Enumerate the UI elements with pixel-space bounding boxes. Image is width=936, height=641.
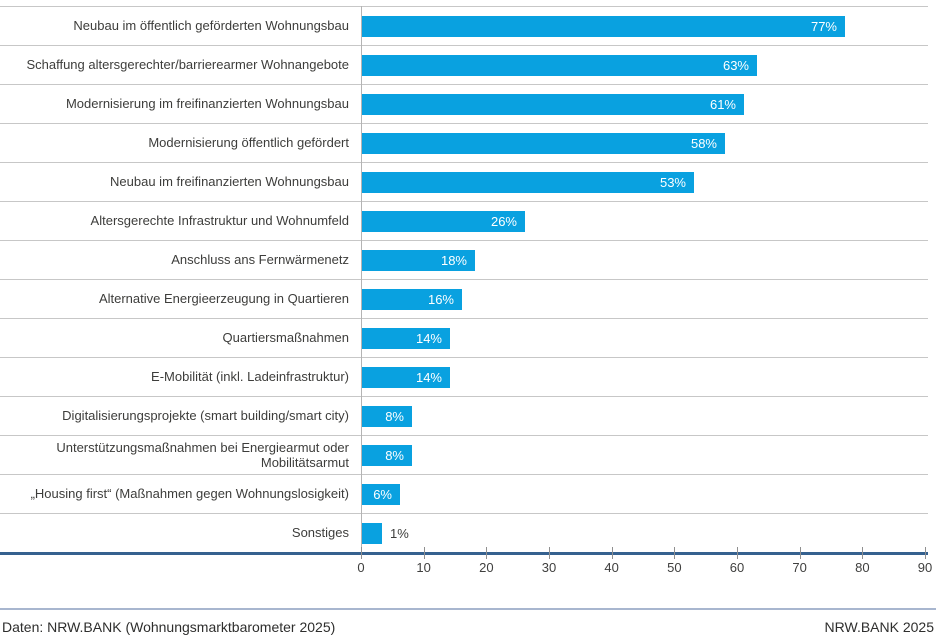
bar: [362, 523, 382, 544]
chart-row: Modernisierung öffentlich gefördert 58%: [0, 123, 928, 162]
bar: 61%: [362, 94, 744, 115]
brand-text: NRW.BANK 2025: [824, 619, 934, 635]
category-label: Neubau im freifinanzierten Wohnungsbau: [110, 174, 349, 190]
category-label: Altersgerechte Infrastruktur und Wohnumf…: [90, 213, 349, 229]
category-label: Alternative Energieerzeugung in Quartier…: [98, 291, 349, 307]
category-label: Sonstiges: [291, 525, 349, 541]
value-label: 18%: [440, 253, 467, 268]
chart-row: Digitalisierungsprojekte (smart building…: [0, 396, 928, 435]
axis-tick-label: 60: [729, 560, 745, 575]
value-label: 77%: [810, 19, 837, 34]
axis-tick-label: 40: [604, 560, 619, 575]
bar-track: 26%: [361, 202, 928, 240]
chart-row: „Housing first“ (Maßnahmen gegen Wohnung…: [0, 474, 928, 513]
chart-row: Unterstützungsmaßnahmen bei Energiearmut…: [0, 435, 928, 474]
chart-row: Quartiersmaßnahmen 14%: [0, 318, 928, 357]
bar-track: 18%: [361, 241, 928, 279]
category-label: Quartiersmaßnahmen: [222, 330, 349, 346]
data-source-text: Daten: NRW.BANK (Wohnungsmarktbarometer …: [2, 619, 336, 635]
chart-row: Neubau im freifinanzierten Wohnungsbau 53…: [0, 162, 928, 201]
bar: 6%: [362, 484, 400, 505]
axis-tick: [925, 547, 926, 559]
axis-tick: [799, 547, 801, 559]
axis-tick: [862, 547, 864, 559]
category-label: Neubau im öffentlich geförderten Wohnung…: [73, 18, 349, 34]
bar: 58%: [362, 133, 725, 154]
bar: 14%: [362, 328, 450, 349]
x-axis: 0 10 20 30 40 50 60 70 80 90: [0, 547, 932, 581]
chart-row: Schaffung altersgerechter/barrierearmer …: [0, 45, 928, 84]
bar-track: 63%: [361, 46, 928, 84]
bar: 18%: [362, 250, 475, 271]
value-label: 26%: [490, 214, 517, 229]
footer: Daten: NRW.BANK (Wohnungsmarktbarometer …: [0, 619, 936, 635]
bar: 26%: [362, 211, 525, 232]
chart-row: Sonstiges 1%: [0, 513, 928, 552]
axis-tick-label: 90: [917, 560, 933, 575]
chart-row: E-Mobilität (inkl. Ladeinfrastruktur) 14%: [0, 357, 928, 396]
footer-divider: [0, 608, 936, 610]
chart-row: Altersgerechte Infrastruktur und Wohnumf…: [0, 201, 928, 240]
bar-track: 58%: [361, 124, 928, 162]
value-label: 16%: [427, 292, 454, 307]
value-label: 8%: [385, 448, 404, 463]
axis-tick-label: 30: [541, 560, 557, 575]
bar: 16%: [362, 289, 462, 310]
category-label: Schaffung altersgerechter/barrierearmer …: [26, 57, 349, 73]
axis-tick: [486, 547, 488, 559]
value-label: 8%: [385, 409, 404, 424]
bar-track: 1%: [361, 514, 928, 552]
bar: 14%: [362, 367, 450, 388]
axis-tick-label: 10: [416, 560, 431, 575]
axis-tick-label: 0: [357, 560, 365, 575]
bar: 63%: [362, 55, 757, 76]
axis-tick: [674, 547, 676, 559]
category-label: Modernisierung öffentlich gefördert: [148, 135, 349, 151]
axis-tick-label: 80: [855, 560, 870, 575]
bar: 8%: [362, 445, 412, 466]
category-label: „Housing first“ (Maßnahmen gegen Wohnung…: [30, 486, 349, 502]
value-label: 1%: [390, 526, 409, 541]
chart-row: Neubau im öffentlich geförderten Wohnung…: [0, 6, 928, 45]
value-label: 6%: [373, 487, 392, 502]
x-axis-line: [0, 552, 928, 555]
zero-axis-line: [361, 6, 362, 552]
axis-tick: [549, 547, 550, 559]
axis-tick-label: 50: [667, 560, 682, 575]
bar-track: 16%: [361, 280, 928, 318]
category-label: Anschluss ans Fernwärmenetz: [171, 252, 349, 268]
bar-chart: Neubau im öffentlich geförderten Wohnung…: [0, 6, 928, 552]
axis-tick-label: 70: [792, 560, 807, 575]
bar: 77%: [362, 16, 845, 37]
axis-tick: [423, 547, 425, 559]
axis-tick-label: 20: [479, 560, 494, 575]
category-label: Modernisierung im freifinanzierten Wohnu…: [65, 96, 349, 112]
bar-track: 14%: [361, 358, 928, 396]
value-label: 14%: [415, 370, 442, 385]
value-label: 61%: [709, 97, 736, 112]
chart-row: Anschluss ans Fernwärmenetz 18%: [0, 240, 928, 279]
value-label: 14%: [415, 331, 442, 346]
value-label: 63%: [722, 58, 749, 73]
bar-track: 14%: [361, 319, 928, 357]
axis-tick: [611, 547, 613, 559]
axis-tick: [737, 547, 738, 559]
axis-tick: [361, 547, 362, 559]
bar-track: 61%: [361, 85, 928, 123]
chart-row: Alternative Energieerzeugung in Quartier…: [0, 279, 928, 318]
category-label: E-Mobilität (inkl. Ladeinfrastruktur): [151, 369, 349, 385]
bar-track: 77%: [361, 7, 928, 45]
value-label: 53%: [659, 175, 686, 190]
chart-row: Modernisierung im freifinanzierten Wohnu…: [0, 84, 928, 123]
bar-track: 8%: [361, 436, 928, 474]
bar-track: 53%: [361, 163, 928, 201]
value-label: 58%: [690, 136, 717, 151]
bar-track: 8%: [361, 397, 928, 435]
bar: 8%: [362, 406, 412, 427]
category-label: Digitalisierungsprojekte (smart building…: [62, 408, 349, 424]
category-label: Unterstützungsmaßnahmen bei Energiearmut…: [56, 439, 349, 470]
bar: 53%: [362, 172, 694, 193]
bar-track: 6%: [361, 475, 928, 513]
